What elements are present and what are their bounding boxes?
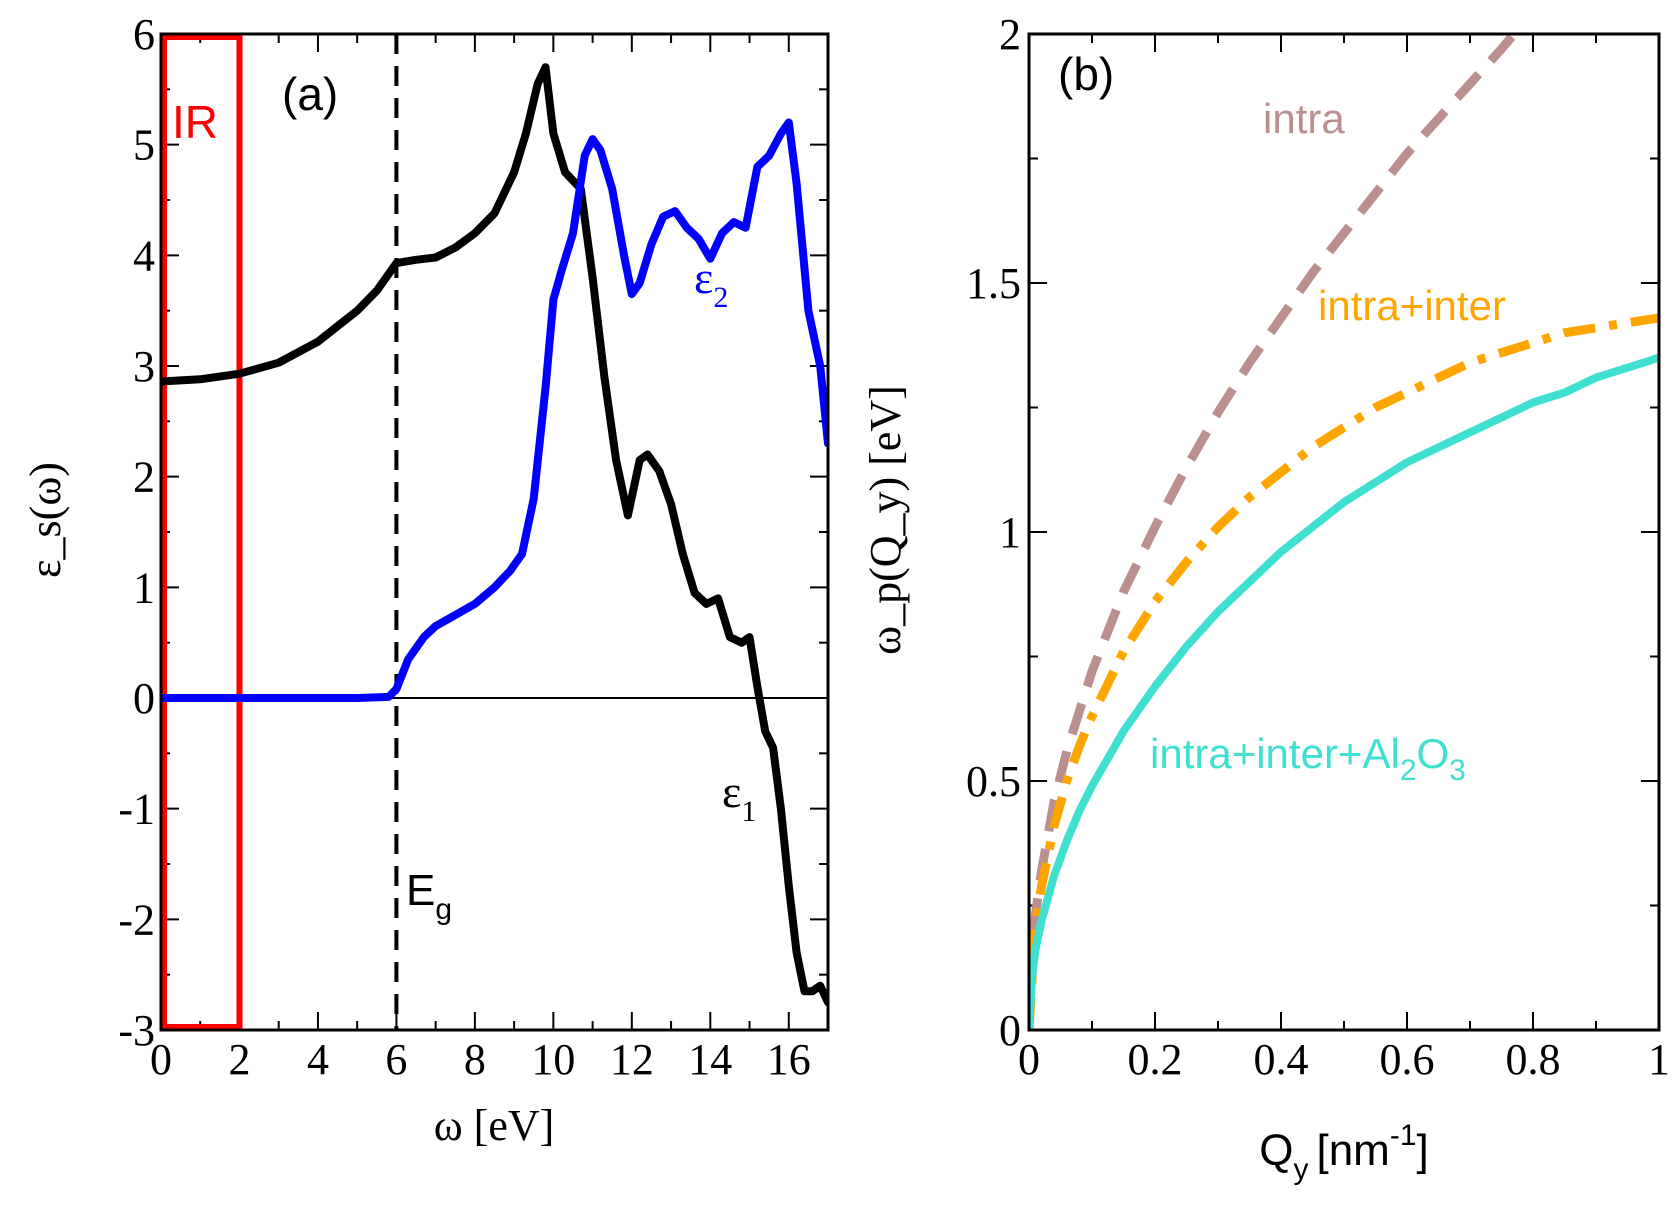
panel-b-al2o3-label-main: intra+inter+Al bbox=[1150, 730, 1400, 777]
panel-a-ticks bbox=[160, 33, 828, 1031]
panel-a-series-eps2 bbox=[161, 118, 828, 702]
panel-a-y-tick-label: 4 bbox=[133, 231, 155, 280]
panel-b-y-tick-label: 1.5 bbox=[966, 259, 1021, 308]
panel-b-x-tick-label: 1 bbox=[1648, 1035, 1670, 1084]
panel-b-intra-inter-label: intra+inter bbox=[1318, 282, 1506, 329]
panel-b-y-tick-label: 0 bbox=[999, 1006, 1021, 1055]
panel-a-x-tick-label: 4 bbox=[307, 1035, 329, 1084]
panel-a-eps1-subscript: 1 bbox=[741, 795, 756, 828]
panel-b-al2o3-sub2: 3 bbox=[1449, 754, 1466, 787]
panel-a-x-tick-label: 8 bbox=[464, 1035, 486, 1084]
panel-a-ir-label: IR bbox=[172, 96, 218, 148]
panel-a-ir-box bbox=[161, 34, 243, 1030]
panel-b-series-intra-inter-al2o3 bbox=[1029, 353, 1659, 1030]
panel-a-y-axis-title: ε_s(ω) bbox=[21, 462, 70, 578]
panel-b-x-axis-title: Qy [nm-1] bbox=[1259, 1119, 1429, 1186]
panel-a-eps1-label: ε1 bbox=[722, 766, 756, 828]
panel-b-intra-label: intra bbox=[1263, 95, 1345, 142]
panel-b-x-tick-label: 0.4 bbox=[1254, 1035, 1309, 1084]
panel-b: 0 0.2 0.4 0.6 0.8 1 0 0.5 1 1.5 2 (b) intra intra+… bbox=[861, 10, 1670, 1186]
panel-a-gap-symbol: E bbox=[406, 866, 435, 915]
panel-b-y-axis-title: ω_p(Q_y) [eV] bbox=[861, 385, 910, 655]
panel-b-al2o3-label: intra+inter+Al2O3 bbox=[1150, 730, 1466, 787]
panel-b-ticks bbox=[1028, 33, 1660, 1031]
panel-b-x-axis-subscript: y bbox=[1293, 1153, 1308, 1186]
panel-b-x-tick-label: 0.2 bbox=[1128, 1035, 1183, 1084]
panel-a-x-tick-label: 2 bbox=[228, 1035, 250, 1084]
panel-a-frame bbox=[159, 32, 830, 1032]
panel-a-label: (a) bbox=[282, 68, 338, 120]
panel-a-y-tick-label: -2 bbox=[118, 895, 155, 944]
panel-a-y-tick-label: 1 bbox=[133, 563, 155, 612]
panel-a-x-tick-label: 0 bbox=[150, 1035, 172, 1084]
panel-b-x-axis-unit: [nm bbox=[1316, 1126, 1389, 1175]
panel-b-tick-labels: 0 0.2 0.4 0.6 0.8 1 0 0.5 1 1.5 2 bbox=[966, 10, 1670, 1084]
panel-b-label: (b) bbox=[1058, 48, 1114, 100]
panel-a-eps2-symbol: ε bbox=[694, 252, 713, 303]
panel-a-x-tick-label: 10 bbox=[531, 1035, 575, 1084]
panel-b-x-axis-bracket: ] bbox=[1417, 1126, 1429, 1175]
panel-b-al2o3-mid: O bbox=[1417, 730, 1450, 777]
panel-a-eps2-label: ε2 bbox=[694, 252, 728, 314]
panel-a-y-tick-label: 0 bbox=[133, 674, 155, 723]
panel-b-x-axis-symbol: Q bbox=[1259, 1126, 1293, 1175]
panel-b-al2o3-sub1: 2 bbox=[1400, 754, 1417, 787]
panel-b-y-tick-label: 1 bbox=[999, 508, 1021, 557]
panel-b-series-intra bbox=[1029, 34, 1518, 1030]
panel-a-y-tick-label: -3 bbox=[118, 1006, 155, 1055]
panel-a-x-tick-label: 16 bbox=[767, 1035, 811, 1084]
panel-a-x-axis-title: ω [eV] bbox=[434, 1101, 555, 1150]
panel-b-x-tick-label: 0 bbox=[1018, 1035, 1040, 1084]
panel-b-series-intra-inter bbox=[1029, 313, 1659, 1030]
panel-b-x-axis-superscript: -1 bbox=[1390, 1119, 1417, 1152]
panel-b-y-tick-label: 0.5 bbox=[966, 757, 1021, 806]
panel-a-gap-subscript: g bbox=[435, 893, 452, 926]
panel-a-eps1-symbol: ε bbox=[722, 766, 741, 817]
panel-b-x-tick-label: 0.6 bbox=[1380, 1035, 1435, 1084]
panel-a-y-tick-label: 6 bbox=[133, 10, 155, 59]
panel-a-y-tick-label: 2 bbox=[133, 453, 155, 502]
panel-b-x-tick-label: 0.8 bbox=[1506, 1035, 1561, 1084]
panel-b-frame bbox=[1027, 32, 1661, 1032]
panel-a-y-tick-label: -1 bbox=[118, 785, 155, 834]
panel-a-eps2-subscript: 2 bbox=[713, 281, 728, 314]
panel-a-x-tick-label: 6 bbox=[385, 1035, 407, 1084]
panel-a-x-tick-label: 14 bbox=[688, 1035, 732, 1084]
panel-a-y-tick-label: 3 bbox=[133, 342, 155, 391]
panel-a-x-tick-label: 12 bbox=[610, 1035, 654, 1084]
panel-a-y-tick-label: 5 bbox=[133, 121, 155, 170]
panel-a-series-eps1 bbox=[161, 63, 828, 1007]
panel-b-y-tick-label: 2 bbox=[999, 10, 1021, 59]
panel-a-gap-label: Eg bbox=[406, 866, 452, 926]
